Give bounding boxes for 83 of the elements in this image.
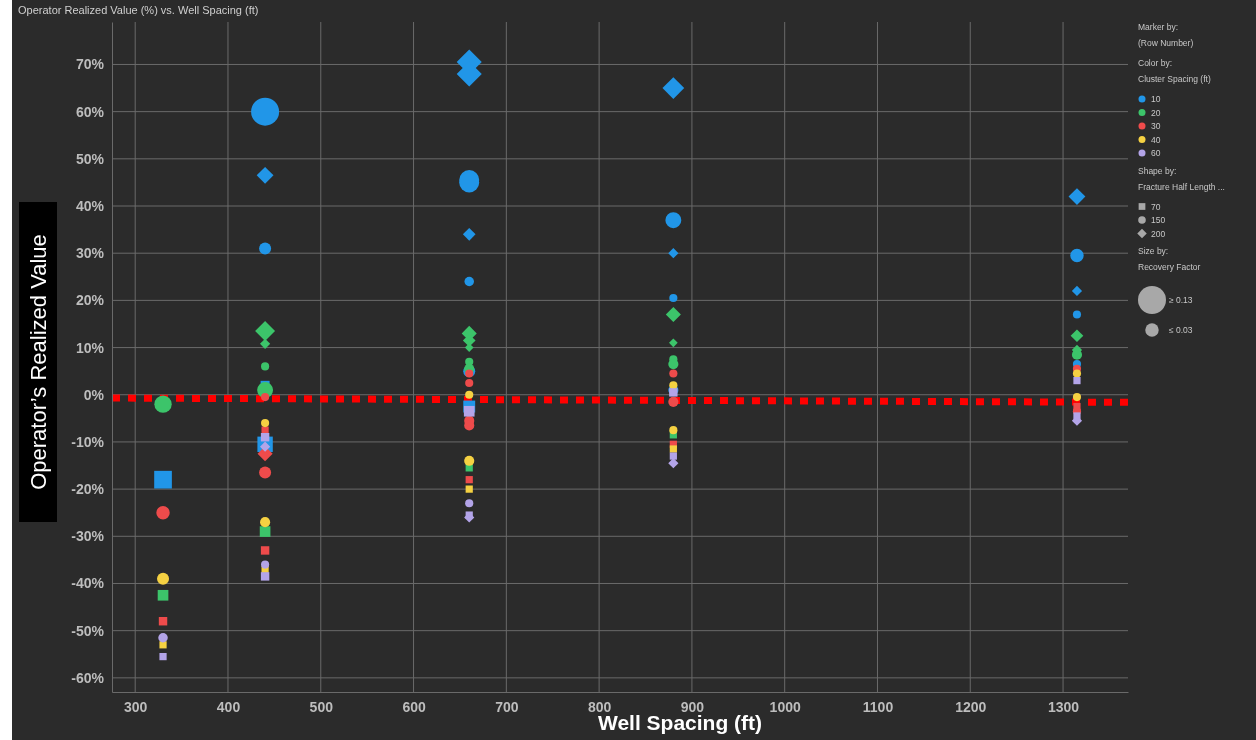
legend-label: 40 <box>1151 134 1161 145</box>
point <box>1070 248 1084 263</box>
point <box>665 307 681 323</box>
point <box>668 359 679 370</box>
point <box>1072 393 1082 402</box>
legend-label: ≥ 0.13 <box>1169 295 1193 305</box>
point <box>669 452 677 460</box>
text: Cluster Spacing (ft) <box>1138 74 1211 84</box>
point <box>668 458 679 469</box>
legend-label: 60 <box>1151 148 1161 158</box>
point <box>261 560 270 569</box>
point <box>465 485 473 493</box>
text: Shape by: <box>1138 165 1177 176</box>
point <box>1073 402 1081 411</box>
legend-label: 20 <box>1151 107 1161 118</box>
point <box>261 393 270 402</box>
point <box>669 426 678 435</box>
x-tick-label: 1200 <box>955 698 987 715</box>
point <box>259 526 271 537</box>
x-tick-label: 1000 <box>769 698 801 715</box>
point <box>1070 329 1084 343</box>
y-tick-label: -50% <box>71 622 105 639</box>
point <box>261 426 269 434</box>
y-tick-label: 30% <box>75 245 105 262</box>
text: Fracture Half Length ... <box>1138 181 1225 192</box>
point <box>669 369 678 378</box>
point <box>669 445 677 453</box>
x-tick-label: 600 <box>402 698 426 715</box>
legend-label: 10 <box>1151 94 1161 104</box>
y-tick-label: 70% <box>75 56 105 73</box>
text: 200 <box>1151 228 1166 239</box>
text: 70 <box>1151 201 1161 212</box>
y-axis-title: Operator’s Realized Value <box>25 234 51 490</box>
y-tick-label: -40% <box>71 575 105 592</box>
point <box>1073 376 1081 385</box>
point <box>260 433 270 442</box>
text: (Row Number) <box>1138 38 1194 48</box>
chart-title: Operator Realized Value (%) vs. Well Spacing (ft) <box>18 4 259 16</box>
point <box>158 632 168 643</box>
point <box>465 476 473 484</box>
text: Marker by: <box>1138 22 1179 32</box>
legend-label: ≤ 0.03 <box>1169 325 1193 335</box>
point <box>1068 188 1086 206</box>
point <box>465 378 474 388</box>
y-tick-label: 40% <box>75 197 105 214</box>
point <box>158 617 168 626</box>
point <box>261 362 270 371</box>
x-tick-label: 400 <box>216 698 241 715</box>
text: Color by: <box>1138 58 1173 68</box>
y-tick-label: 20% <box>75 292 105 309</box>
point <box>259 441 271 452</box>
point <box>159 641 167 649</box>
y-tick-label: 60% <box>75 103 105 120</box>
x-tick-label: 500 <box>309 698 334 715</box>
point <box>668 396 679 407</box>
point <box>465 390 474 399</box>
point <box>260 517 271 528</box>
point <box>464 455 475 466</box>
point <box>259 242 272 255</box>
y-tick-label: 50% <box>75 150 105 167</box>
point <box>465 369 474 378</box>
point <box>159 653 167 661</box>
point <box>261 418 270 428</box>
text: 150 <box>1151 215 1166 225</box>
y-tick-label: 10% <box>75 339 105 356</box>
point <box>256 166 274 184</box>
point <box>260 572 270 581</box>
x-tick-label: 700 <box>495 698 519 715</box>
y-tick-label: 0% <box>83 386 105 403</box>
legend-label: 30 <box>1151 121 1161 131</box>
point <box>157 589 169 601</box>
y-tick-label: -10% <box>71 433 105 450</box>
point <box>1072 369 1082 378</box>
point <box>465 499 474 508</box>
text: Size by: <box>1138 246 1169 256</box>
y-tick-label: -20% <box>71 481 105 498</box>
x-tick-label: 1300 <box>1047 698 1080 715</box>
text: Recovery Factor <box>1138 262 1201 272</box>
y-tick-label: -30% <box>71 528 105 545</box>
x-tick-label: 300 <box>124 698 148 715</box>
x-tick-label: 1100 <box>862 698 894 715</box>
y-tick-label: -60% <box>71 669 105 686</box>
point <box>260 546 270 555</box>
